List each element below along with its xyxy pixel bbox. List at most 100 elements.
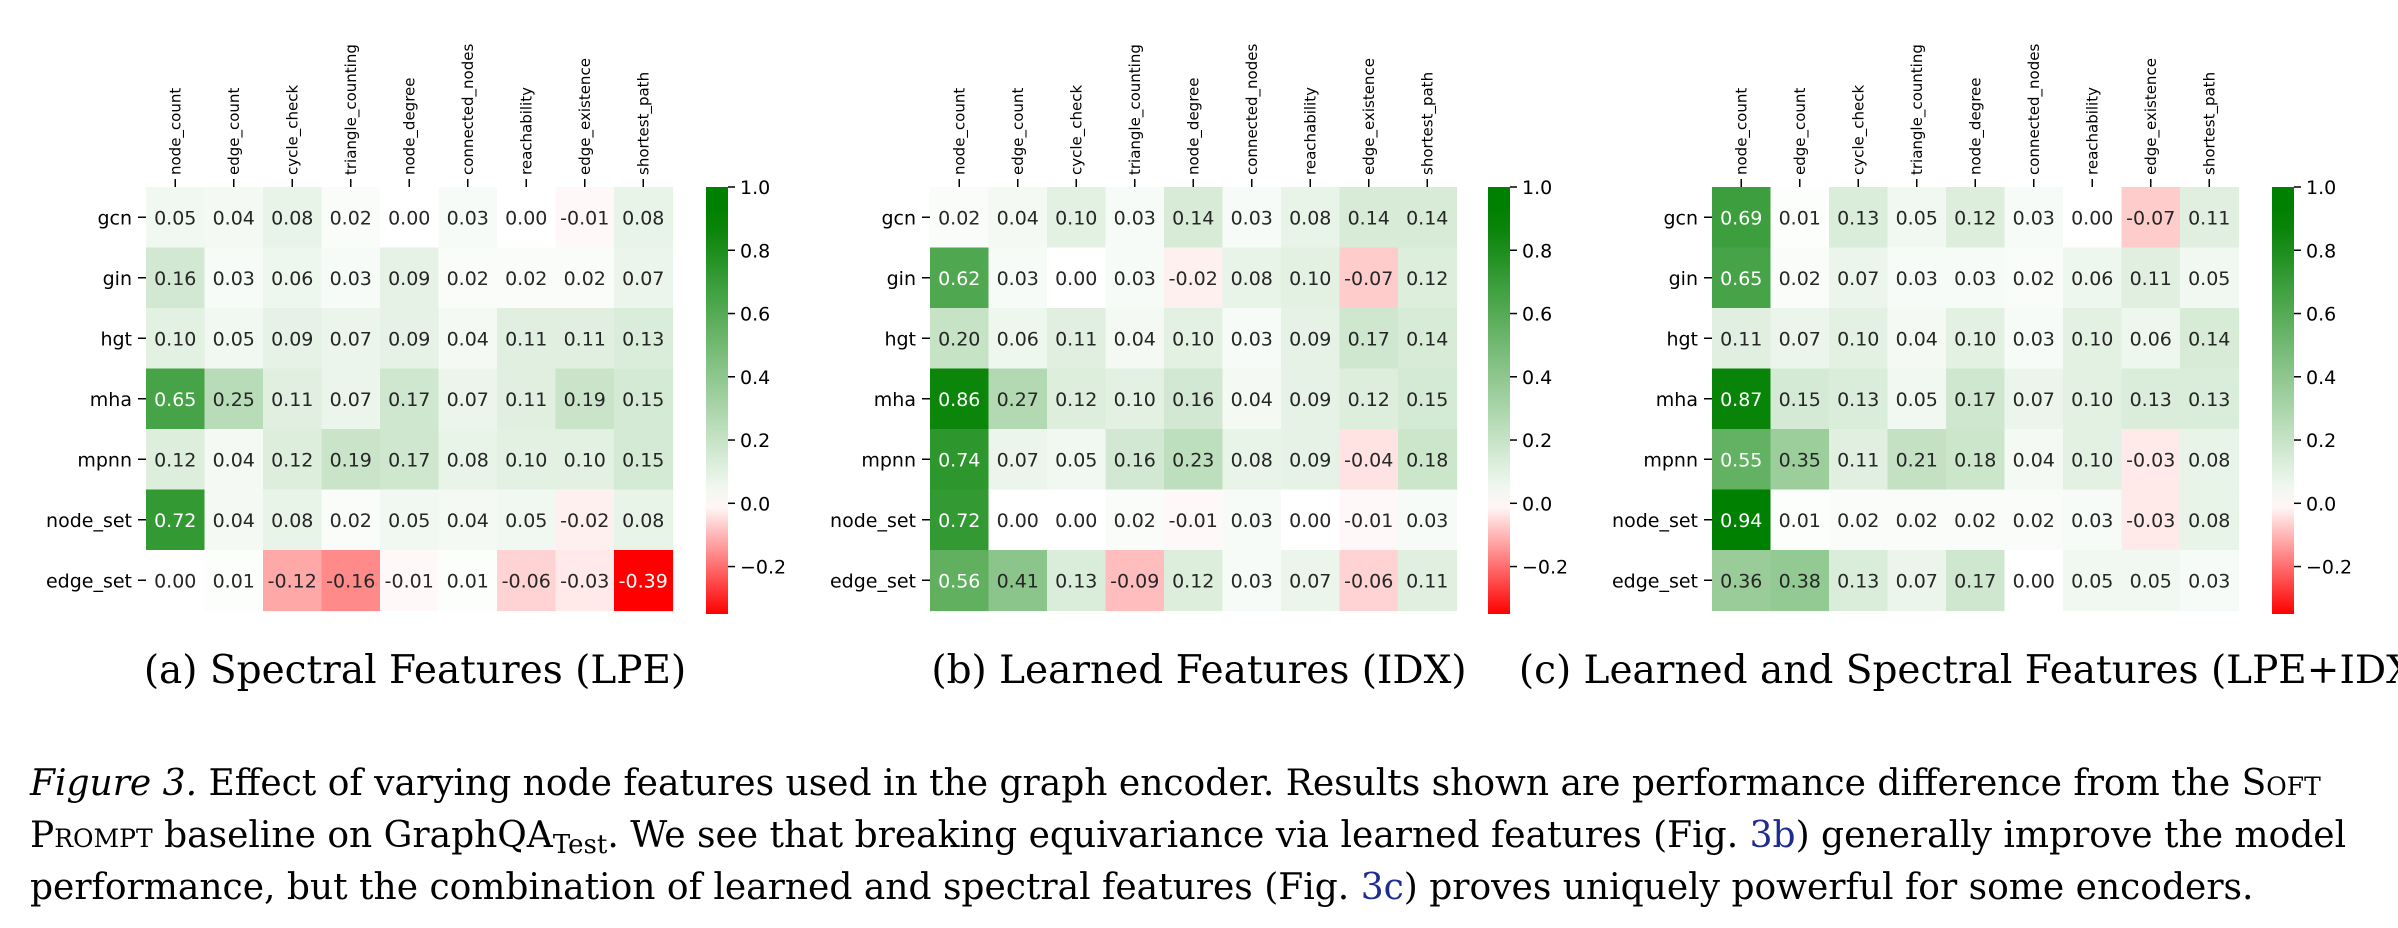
heatmap-cell <box>1047 489 1107 551</box>
heatmap-cell <box>263 429 323 491</box>
cell-value-label: 0.86 <box>938 389 980 411</box>
heatmap-panel-c: 0.69 0.01 0.13 0.05 0.12 0.03 0.00 -0.07 0.11 0.6… <box>1612 44 2352 614</box>
heatmap-cell <box>1946 247 2006 309</box>
caption-text-5: ) proves uniquely powerful for some enco… <box>1403 867 2254 908</box>
heatmap-cell <box>321 368 381 430</box>
heatmap-cell <box>988 489 1048 551</box>
cell-value-label: 0.14 <box>2188 328 2230 350</box>
heatmap-cell <box>1712 489 1772 551</box>
column-label: reachability <box>2083 87 2101 175</box>
cell-value-label: -0.03 <box>560 570 609 592</box>
cell-value-label: 0.16 <box>154 268 196 290</box>
heatmap-cell <box>497 247 557 309</box>
row-label: edge_set <box>46 570 132 592</box>
caption-ref-3b[interactable]: 3b <box>1749 815 1796 856</box>
heatmap-cell <box>1829 368 1889 430</box>
heatmap-cell <box>1222 247 1282 309</box>
cell-value-label: -0.09 <box>1110 570 1159 592</box>
cell-value-label: 0.03 <box>2013 328 2055 350</box>
cell-value-label: 0.09 <box>271 328 313 350</box>
caption-soft-prompt: Soft Prompt <box>30 763 2321 856</box>
cell-value-label: -0.39 <box>619 570 668 592</box>
heatmap-cell <box>1222 489 1282 551</box>
column-label: edge_count <box>1009 88 1028 175</box>
heatmap-cell <box>988 247 1048 309</box>
heatmap-cell <box>1712 550 1772 612</box>
cell-value-label: 0.17 <box>1954 389 1996 411</box>
heatmap-cell <box>1712 308 1772 370</box>
heatmap-cell <box>555 187 615 249</box>
cell-value-label: 0.06 <box>2130 328 2172 350</box>
cell-value-label: 0.04 <box>1896 328 1938 350</box>
cell-value-label: 0.08 <box>1289 207 1331 229</box>
heatmap-cell <box>1339 489 1399 551</box>
cell-value-label: 0.02 <box>330 510 372 532</box>
colorbar-tick-label: 1.0 <box>740 177 770 199</box>
cell-value-label: 0.10 <box>1055 207 1097 229</box>
cell-value-label: -0.01 <box>1344 510 1393 532</box>
heatmap-cell <box>1946 368 2006 430</box>
column-label: node_degree <box>1966 78 1985 176</box>
cell-value-label: 0.12 <box>1055 389 1097 411</box>
heatmap-cell <box>1339 368 1399 430</box>
cell-value-label: 0.05 <box>505 510 547 532</box>
heatmap-cell <box>1047 550 1107 612</box>
cell-value-label: 0.11 <box>564 328 606 350</box>
cell-value-label: 0.04 <box>213 207 255 229</box>
colorbar-tick-label: 0.8 <box>2306 240 2336 262</box>
heatmap-cell <box>614 247 674 309</box>
cell-value-label: 0.36 <box>1720 570 1762 592</box>
cell-value-label: 0.08 <box>1231 268 1273 290</box>
cell-value-label: -0.02 <box>1169 268 1218 290</box>
heatmap-cell <box>438 308 498 370</box>
heatmap-cell <box>497 187 557 249</box>
cell-value-label: 0.03 <box>1896 268 1938 290</box>
heatmap-cell <box>1164 550 1224 612</box>
cell-value-label: 0.03 <box>330 268 372 290</box>
heatmap-cell <box>1712 247 1772 309</box>
cell-value-label: 0.17 <box>388 389 430 411</box>
heatmap-cell <box>438 368 498 430</box>
heatmap-cell <box>1712 368 1772 430</box>
cell-value-label: -0.16 <box>326 570 375 592</box>
row-label: mpnn <box>861 449 916 471</box>
heatmap-cell <box>1829 429 1889 491</box>
cell-value-label: -0.01 <box>385 570 434 592</box>
heatmap-cell <box>1887 247 1947 309</box>
heatmap-cell <box>2063 489 2123 551</box>
heatmap-cell <box>438 550 498 612</box>
heatmap-cell <box>380 308 440 370</box>
cell-value-label: 0.08 <box>622 207 664 229</box>
heatmap-cell <box>1770 187 1830 249</box>
cell-value-label: 0.08 <box>2188 449 2230 471</box>
figure-3-heatmaps: 0.05 0.04 0.08 0.02 0.00 0.03 0.00 -0.01 0.08 0.1… <box>46 44 2352 614</box>
heatmap-cell <box>263 368 323 430</box>
cell-value-label: 0.11 <box>1837 449 1879 471</box>
cell-value-label: 0.01 <box>1779 207 1821 229</box>
cell-value-label: 0.35 <box>1779 449 1821 471</box>
cell-value-label: 0.02 <box>1954 510 1996 532</box>
cell-value-label: 0.23 <box>1172 449 1214 471</box>
cell-value-label: 0.13 <box>622 328 664 350</box>
row-label: gin <box>1669 268 1698 290</box>
cell-value-label: 0.04 <box>997 207 1039 229</box>
cell-value-label: 0.14 <box>1172 207 1214 229</box>
cell-value-label: 0.08 <box>622 510 664 532</box>
cell-value-label: -0.01 <box>1169 510 1218 532</box>
heatmap-cell <box>1222 187 1282 249</box>
cell-value-label: 0.06 <box>271 268 313 290</box>
column-label: edge_existence <box>1360 58 1379 175</box>
cell-value-label: 0.07 <box>622 268 664 290</box>
cell-value-label: 0.13 <box>1837 570 1879 592</box>
heatmap-cell <box>2004 308 2064 370</box>
heatmap-cell <box>1770 308 1830 370</box>
heatmap-cell <box>1398 429 1458 491</box>
caption-ref-3c[interactable]: 3c <box>1360 867 1404 908</box>
heatmap-cell <box>1281 308 1341 370</box>
column-label: edge_existence <box>2142 58 2161 175</box>
cell-value-label: 0.14 <box>1406 328 1448 350</box>
cell-value-label: 0.12 <box>154 449 196 471</box>
cell-value-label: 0.07 <box>1896 570 1938 592</box>
row-label: gcn <box>1663 207 1698 229</box>
heatmap-cell <box>438 187 498 249</box>
